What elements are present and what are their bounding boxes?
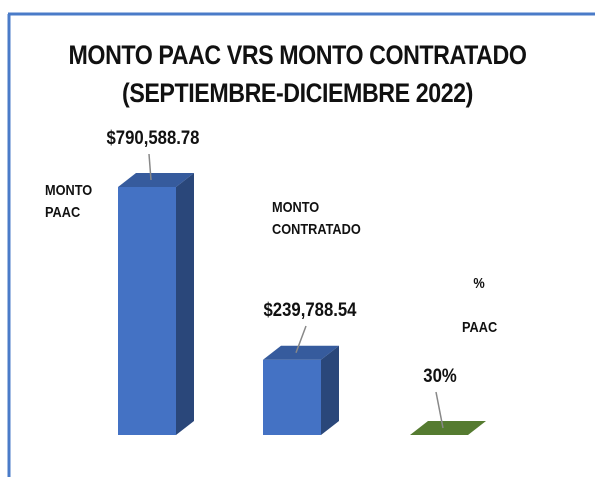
chart-title: (SEPTIEMBRE-DICIEMBRE 2022): [122, 78, 473, 108]
value-label: 30%: [423, 366, 457, 387]
leader-line: [435, 391, 444, 429]
value-label: $790,588.78: [106, 128, 200, 149]
bar: [263, 345, 339, 435]
leader-line: [295, 325, 307, 354]
bar: [410, 420, 486, 435]
bar-top: [410, 420, 486, 435]
chart-title: MONTO PAAC VRS MONTO CONTRATADO: [68, 40, 527, 70]
bar-front: [263, 359, 321, 435]
bar-top: [118, 173, 194, 187]
value-label: $239,788.54: [263, 300, 357, 321]
bar-front: [118, 187, 176, 435]
leader-line: [148, 153, 152, 181]
category-label: MONTO CONTRATADO: [272, 199, 361, 238]
bar: [118, 173, 194, 435]
category-label: % PAAC: [462, 275, 498, 336]
category-label: MONTO PAAC: [45, 182, 93, 221]
bar-side: [468, 420, 486, 435]
bar-top: [263, 345, 339, 360]
bar-side: [176, 173, 194, 435]
bar-side: [321, 345, 339, 435]
